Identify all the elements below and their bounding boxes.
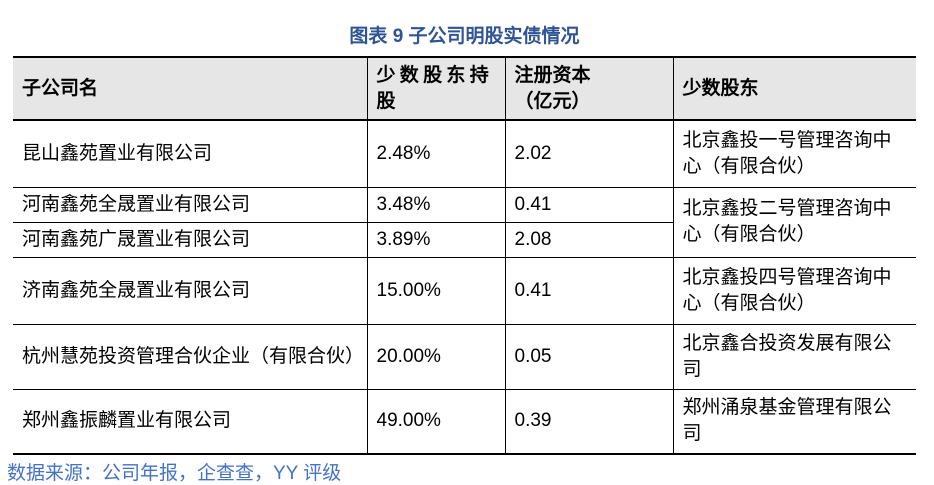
col-header-subsidiary-name: 子公司名	[13, 57, 367, 121]
cell-minority-shareholder: 北京鑫合投资发展有限公司	[672, 323, 916, 389]
cell-subsidiary-name: 杭州慧苑投资管理合伙企业（有限合伙）	[13, 323, 367, 389]
col-header-minority-holding: 少数股东持 股	[366, 57, 505, 121]
cell-subsidiary-name: 河南鑫苑广晟置业有限公司	[13, 221, 367, 257]
table-row: 昆山鑫苑置业有限公司 2.48% 2.02 北京鑫投一号管理咨询中心（有限合伙）	[13, 119, 916, 187]
cell-registered-capital: 2.08	[504, 221, 673, 257]
col-header-registered-capital: 注册资本 （亿元）	[504, 57, 673, 121]
cell-minority-holding: 3.48%	[366, 186, 505, 222]
cell-subsidiary-name: 河南鑫苑全晟置业有限公司	[13, 186, 367, 222]
cell-minority-holding: 15.00%	[366, 256, 505, 324]
table-row: 河南鑫苑广晟置业有限公司 3.89% 2.08	[13, 221, 916, 257]
cell-registered-capital: 0.05	[504, 323, 673, 389]
cell-subsidiary-name: 昆山鑫苑置业有限公司	[13, 119, 367, 187]
cell-minority-holding: 20.00%	[366, 323, 505, 389]
table-row: 河南鑫苑全晟置业有限公司 3.48% 0.41 北京鑫投二号管理咨询中心（有限合…	[13, 186, 916, 257]
cell-minority-shareholder: 郑州涌泉基金管理有限公司	[672, 388, 916, 454]
col-header-minority-shareholder: 少数股东	[672, 57, 916, 121]
cell-subsidiary-name: 济南鑫苑全晟置业有限公司	[13, 256, 367, 324]
table-row: 济南鑫苑全晟置业有限公司 15.00% 0.41 北京鑫投四号管理咨询中心（有限…	[13, 256, 916, 324]
cell-minority-holding: 2.48%	[366, 119, 505, 187]
col-header-registered-capital-line1: 注册资本	[514, 64, 591, 86]
cell-minority-holding: 49.00%	[366, 388, 505, 454]
table-row: 郑州鑫振麟置业有限公司 49.00% 0.39 郑州涌泉基金管理有限公司	[13, 388, 916, 454]
cell-subsidiary-name: 郑州鑫振麟置业有限公司	[13, 388, 367, 454]
data-source-note: 数据来源：公司年报，企查查，YY 评级	[7, 463, 342, 484]
subsidiary-equity-debt-table: 子公司名 少数股东持 股 注册资本 （亿元） 少数股东 昆山鑫苑置业有限公司 2…	[13, 56, 916, 455]
col-header-registered-capital-line2: （亿元）	[514, 90, 591, 112]
cell-registered-capital: 0.39	[504, 388, 673, 454]
cell-minority-shareholder: 北京鑫投四号管理咨询中心（有限合伙）	[672, 256, 916, 324]
figure-title: 图表 9 子公司明股实债情况	[349, 26, 580, 47]
cell-minority-shareholder-merged: 北京鑫投二号管理咨询中心（有限合伙）	[672, 186, 916, 257]
col-header-minority-holding-line2: 股	[376, 90, 396, 112]
cell-minority-shareholder: 北京鑫投一号管理咨询中心（有限合伙）	[672, 119, 916, 187]
cell-registered-capital: 0.41	[504, 186, 673, 222]
cell-registered-capital: 0.41	[504, 256, 673, 324]
col-header-minority-holding-line1: 少数股东持	[376, 64, 494, 86]
cell-minority-holding: 3.89%	[366, 221, 505, 257]
table-row: 杭州慧苑投资管理合伙企业（有限合伙） 20.00% 0.05 北京鑫合投资发展有…	[13, 323, 916, 389]
cell-registered-capital: 2.02	[504, 119, 673, 187]
header-row: 子公司名 少数股东持 股 注册资本 （亿元） 少数股东	[13, 57, 916, 121]
